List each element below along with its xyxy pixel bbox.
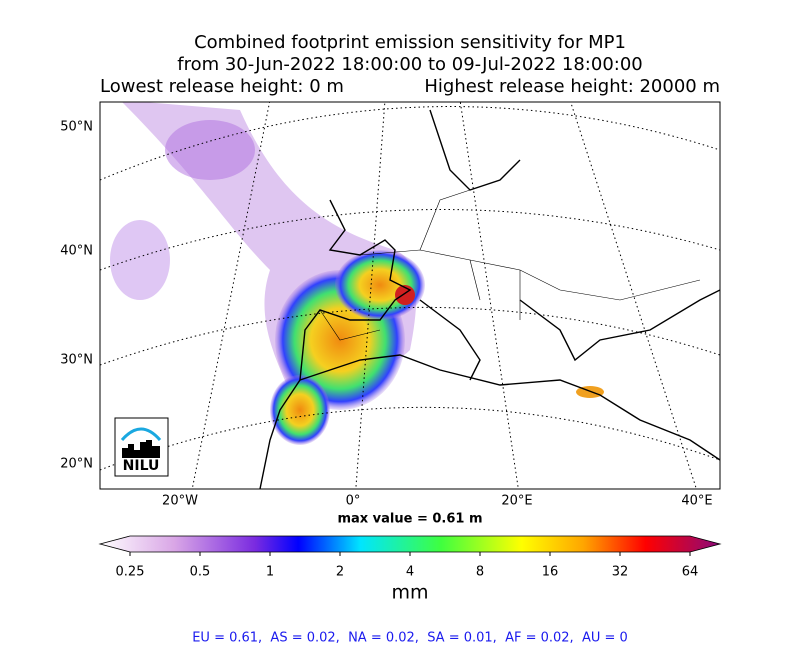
lon-label: 0°	[346, 494, 361, 509]
lat-label: 30°N	[60, 353, 93, 368]
colorbar-tick-label: 0.25	[116, 565, 145, 580]
release-high: Highest release height: 20000 m	[424, 76, 720, 97]
colorbar-tick-label: 2	[336, 565, 344, 580]
colorbar-label: mm	[391, 582, 428, 604]
logo: NILU	[114, 417, 169, 477]
colorbar-tick-label: 32	[612, 565, 629, 580]
lon-label: 20°W	[162, 494, 198, 509]
colorbar	[98, 535, 722, 553]
lon-label: 20°E	[501, 494, 532, 509]
subtitle: from 30-Jun-2022 18:00:00 to 09-Jul-2022…	[177, 54, 643, 75]
map-field	[100, 102, 720, 489]
lat-label: 40°N	[60, 244, 93, 259]
max-value: max value = 0.61 m	[337, 512, 482, 527]
logo-text: NILU	[123, 458, 160, 474]
map-frame	[99, 101, 721, 490]
title: Combined footprint emission sensitivity …	[194, 32, 626, 53]
release-low: Lowest release height: 0 m	[100, 76, 344, 97]
colorbar-tick-label: 16	[542, 565, 559, 580]
lat-label: 50°N	[60, 120, 93, 135]
colorbar-tick-label: 64	[682, 565, 699, 580]
lon-label: 40°E	[681, 494, 712, 509]
colorbar-tick-label: 4	[406, 565, 414, 580]
footer: EU = 0.61, AS = 0.02, NA = 0.02, SA = 0.…	[192, 631, 628, 646]
lat-label: 20°N	[60, 457, 93, 472]
colorbar-tick-label: 0.5	[190, 565, 211, 580]
colorbar-tick-label: 1	[266, 565, 274, 580]
colorbar-tick-label: 8	[476, 565, 484, 580]
